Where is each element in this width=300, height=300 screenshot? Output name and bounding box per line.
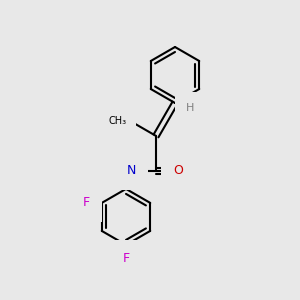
Text: F: F — [82, 196, 90, 209]
Text: H: H — [116, 166, 124, 176]
Text: O: O — [173, 164, 183, 177]
Text: CH₃: CH₃ — [109, 116, 127, 126]
Text: F: F — [122, 252, 130, 266]
Text: N: N — [126, 164, 136, 177]
Text: H: H — [186, 103, 194, 113]
